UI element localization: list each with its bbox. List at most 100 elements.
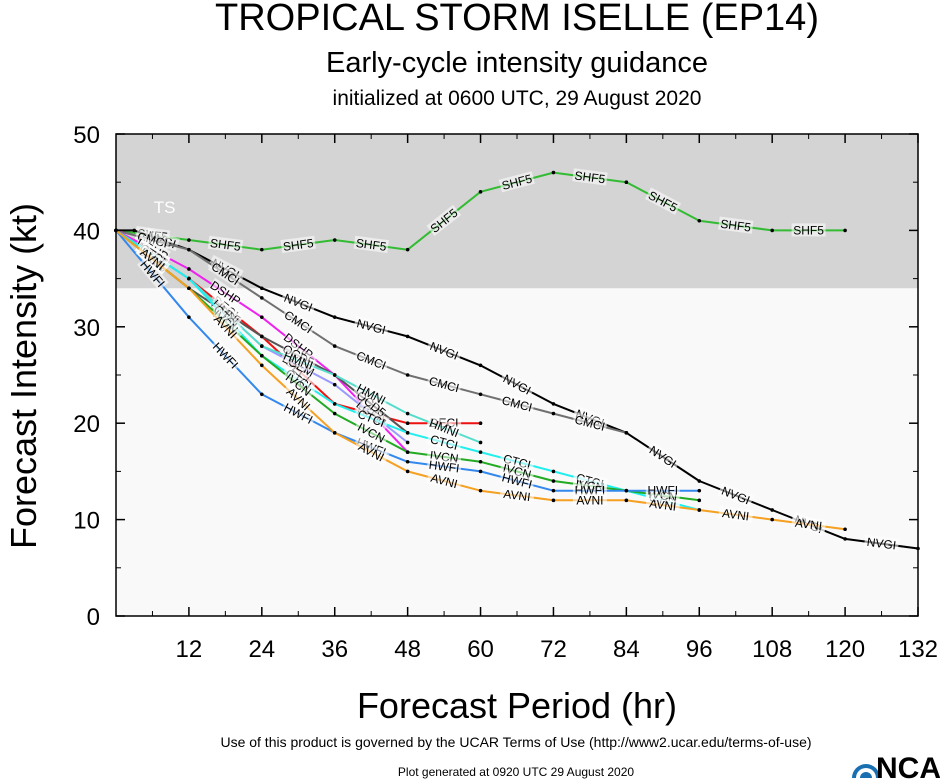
- data-point-lgem: [405, 440, 410, 445]
- series-label-ctci: CTCI: [426, 431, 463, 453]
- series-label-bg: [207, 258, 244, 289]
- terms-of-use-text: Use of this product is governed by the U…: [220, 734, 811, 750]
- series-label-bg: [717, 482, 755, 508]
- series-label-text: AVNI: [648, 496, 677, 513]
- series-label-bg: [645, 441, 681, 472]
- series-label-bg: [353, 235, 389, 254]
- series-label-shf5: SHF5: [207, 235, 244, 254]
- x-tick-label: 48: [394, 636, 421, 663]
- series-label-bg: [353, 380, 390, 408]
- series-label-bg: [207, 235, 244, 254]
- data-point-shf5: [405, 247, 410, 252]
- data-point-lgem: [332, 382, 337, 387]
- series-label-text: SHF5: [574, 168, 607, 186]
- data-point-ivcn: [332, 411, 337, 416]
- ncar-logo: NCAR: [852, 752, 940, 780]
- data-point-avni: [478, 488, 483, 493]
- data-point-ivcn: [551, 479, 556, 483]
- data-point-ivcn: [405, 450, 410, 454]
- x-tick-label: 60: [467, 636, 494, 663]
- x-tick-label: 36: [321, 636, 348, 663]
- series-label-bg: [281, 382, 316, 416]
- series-label-avni: AVNI: [718, 505, 754, 524]
- data-point-shf5: [551, 170, 556, 175]
- series-label-avni: AVNI: [790, 515, 827, 533]
- series-label-shf5: SHF5: [718, 216, 754, 235]
- series-label-text: SHF5: [793, 223, 824, 237]
- data-point-nvgi: [132, 228, 137, 233]
- x-tick-label: 72: [540, 636, 567, 663]
- series-label-bg: [863, 534, 900, 552]
- series-label-bg: [572, 493, 607, 507]
- data-point-nvgi: [843, 537, 847, 541]
- data-point-nvgi: [260, 286, 264, 291]
- series-label-text: SHF5: [209, 236, 242, 254]
- series-label-text: SHF5: [282, 236, 315, 254]
- series-label-bg: [281, 368, 316, 400]
- series-label-bg: [209, 309, 243, 344]
- data-point-dshp: [260, 315, 264, 319]
- data-point-avni: [260, 363, 264, 368]
- x-axis-label: Forecast Period (hr): [357, 685, 677, 726]
- series-label-bg: [353, 315, 390, 337]
- data-point-hmni: [260, 344, 264, 348]
- data-point-hwfi: [551, 488, 556, 493]
- series-label-shf5: SHF5: [353, 235, 389, 254]
- series-label-text: HWFI: [428, 458, 460, 476]
- series-label-bg: [136, 256, 169, 291]
- y-tick-label: 10: [73, 508, 100, 535]
- data-point-cmci: [624, 431, 629, 435]
- series-label-bg: [426, 373, 463, 395]
- series-label-bg: [280, 289, 317, 315]
- series-label-bg: [426, 431, 463, 453]
- series-label-avni: AVNI: [572, 493, 607, 507]
- data-point-shf5: [697, 218, 702, 223]
- data-point-ocd5: [260, 334, 264, 339]
- series-label-text: SHF5: [720, 217, 753, 235]
- series-label-text: CTCI: [429, 432, 460, 453]
- series-label-bg: [499, 486, 535, 504]
- data-point-deci: [478, 421, 483, 426]
- data-point-shf5: [624, 180, 629, 184]
- data-point-avni: [405, 469, 410, 474]
- data-point-avni: [551, 498, 556, 503]
- data-point-avni: [332, 431, 337, 435]
- series-label-bg: [207, 277, 244, 308]
- series-label-shf5: SHF5: [280, 235, 316, 254]
- tropical-storm-band: [116, 134, 918, 289]
- series-label-nvgi: NVGI: [863, 534, 900, 553]
- plot-generated-text: Plot generated at 0920 UTC 29 August 202…: [398, 765, 634, 779]
- series-label-shf5: SHF5: [791, 223, 826, 237]
- series-label-bg: [718, 216, 754, 234]
- data-point-ivcn: [478, 459, 483, 464]
- chart-title: TROPICAL STORM ISELLE (EP14): [215, 0, 819, 39]
- ncar-logo-mark-icon: [852, 764, 880, 778]
- series-label-bg: [353, 347, 390, 373]
- series-label-bg: [209, 338, 243, 373]
- data-point-shf5: [770, 228, 774, 233]
- y-tick-label: 0: [87, 604, 100, 631]
- series-label-text: NVGI: [866, 535, 897, 553]
- series-label-bg: [426, 469, 463, 492]
- series-label-avni: AVNI: [499, 486, 535, 504]
- series-label-bg: [645, 495, 681, 514]
- chart-subtitle: Early-cycle intensity guidance: [326, 47, 708, 79]
- series-label-bg: [135, 243, 171, 275]
- series-label-shf5: SHF5: [572, 168, 608, 186]
- series-label-bg: [280, 347, 317, 373]
- x-tick-label: 24: [248, 636, 275, 663]
- data-point-hwfi: [405, 459, 410, 464]
- data-point-nvgi: [405, 334, 410, 339]
- data-point-shf5: [332, 238, 337, 242]
- series-label-bg: [644, 187, 682, 215]
- data-point-cmci: [260, 296, 264, 300]
- data-point-avni: [187, 286, 191, 291]
- x-tick-label: 108: [752, 636, 792, 663]
- data-point-dshp: [187, 267, 191, 271]
- series-label-bg: [353, 418, 390, 447]
- data-point-hmni: [332, 373, 337, 377]
- series-label-bg: [498, 171, 535, 193]
- series-label-hwfi: HWFI: [645, 483, 680, 498]
- data-point-cmci: [187, 247, 191, 252]
